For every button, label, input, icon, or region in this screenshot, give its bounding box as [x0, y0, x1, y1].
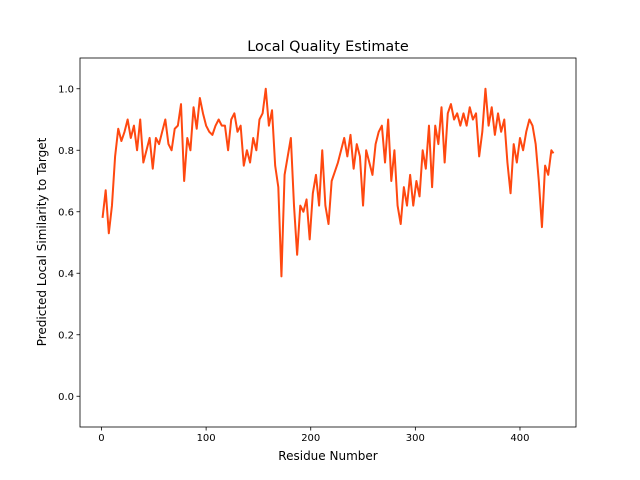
x-tick-label: 300	[406, 433, 425, 444]
y-tick-label: 0.2	[58, 330, 74, 341]
data-line	[101, 87, 555, 278]
chart-title: Local Quality Estimate	[247, 39, 409, 55]
x-tick-label: 400	[510, 433, 529, 444]
x-axis-label: Residue Number	[278, 449, 377, 463]
y-tick-label: 0.0	[58, 392, 74, 403]
x-tick-label: 100	[197, 433, 216, 444]
y-tick-label: 0.4	[58, 269, 74, 280]
y-tick-label: 0.8	[58, 146, 74, 157]
plot-frame	[79, 57, 577, 428]
y-tick-label: 1.0	[58, 84, 74, 95]
x-tick-label: 200	[301, 433, 320, 444]
y-tick-label: 0.6	[58, 207, 74, 218]
y-axis-label: Predicted Local Similarity to Target	[35, 137, 49, 346]
x-tick-label: 0	[98, 433, 104, 444]
